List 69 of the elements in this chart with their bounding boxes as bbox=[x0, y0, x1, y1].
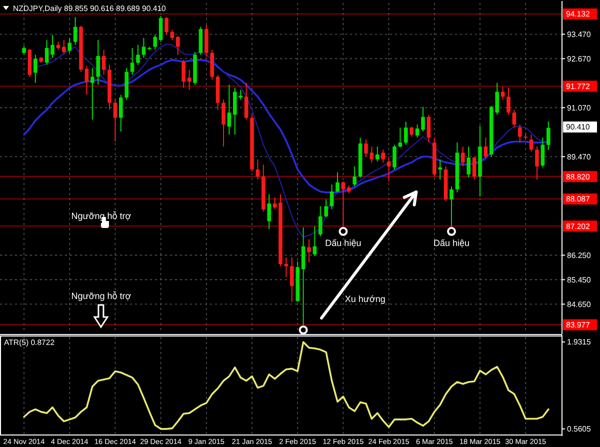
candlestick bbox=[506, 87, 510, 116]
candlestick bbox=[324, 198, 328, 218]
candlestick bbox=[301, 226, 306, 326]
candlestick bbox=[227, 84, 232, 136]
annotation: Xu hướng bbox=[344, 294, 386, 304]
candlestick bbox=[176, 36, 180, 56]
candlestick bbox=[187, 69, 192, 90]
candlestick bbox=[272, 196, 277, 210]
candlestick bbox=[410, 126, 414, 138]
candlestick bbox=[256, 158, 260, 180]
candlestick bbox=[450, 186, 454, 227]
candlestick bbox=[336, 172, 340, 193]
candlestick bbox=[96, 40, 100, 86]
candlestick bbox=[398, 127, 402, 148]
candlestick bbox=[529, 134, 534, 152]
candlestick bbox=[318, 206, 322, 237]
candlestick bbox=[421, 106, 425, 132]
candlestick bbox=[210, 49, 214, 80]
candlestick bbox=[267, 194, 271, 230]
candlestick bbox=[312, 226, 317, 257]
candlestick bbox=[153, 34, 157, 50]
candlestick bbox=[540, 137, 545, 168]
candlestick bbox=[222, 99, 226, 148]
candlestick bbox=[102, 49, 106, 76]
candlestick bbox=[392, 144, 396, 170]
candlestick bbox=[484, 137, 488, 158]
candlestick bbox=[472, 156, 476, 180]
candlestick bbox=[34, 54, 38, 84]
candlestick bbox=[164, 16, 168, 36]
candlestick bbox=[198, 26, 203, 56]
candlestick bbox=[386, 156, 391, 182]
candlestick bbox=[44, 40, 49, 66]
candlestick bbox=[546, 121, 550, 150]
candlestick bbox=[415, 124, 420, 138]
candlestick bbox=[512, 109, 516, 128]
candlestick bbox=[170, 29, 174, 41]
candlestick bbox=[90, 67, 94, 120]
annotation: Dấu hiệu bbox=[433, 238, 470, 248]
candlestick bbox=[158, 15, 163, 42]
candlestick bbox=[426, 114, 431, 144]
candlestick bbox=[119, 94, 123, 132]
annotation: Ngưỡng hỗ trợ bbox=[71, 291, 132, 302]
candlestick bbox=[364, 138, 368, 158]
candlestick bbox=[244, 82, 248, 120]
candlestick bbox=[381, 149, 385, 163]
candlestick bbox=[307, 238, 311, 263]
annotation: Dấu hiệu bbox=[325, 238, 362, 248]
candlestick bbox=[73, 16, 78, 46]
candlestick bbox=[62, 40, 66, 54]
candlestick bbox=[535, 146, 539, 180]
candlestick bbox=[370, 146, 374, 163]
candlestick bbox=[461, 146, 465, 167]
candlestick bbox=[352, 166, 356, 187]
candlestick bbox=[84, 65, 89, 96]
candlestick bbox=[50, 34, 54, 58]
candlestick bbox=[518, 124, 522, 144]
candlestick bbox=[330, 184, 334, 210]
candlestick bbox=[466, 146, 470, 178]
candlestick bbox=[68, 37, 72, 54]
candlestick bbox=[204, 24, 208, 58]
candlestick bbox=[404, 121, 408, 146]
candlestick bbox=[182, 59, 186, 88]
candlestick bbox=[290, 256, 294, 303]
candlestick bbox=[130, 47, 134, 76]
candlestick bbox=[438, 158, 442, 180]
candlestick bbox=[376, 146, 380, 162]
candlestick bbox=[341, 180, 346, 227]
candlestick bbox=[136, 44, 140, 66]
candlestick bbox=[113, 99, 118, 142]
